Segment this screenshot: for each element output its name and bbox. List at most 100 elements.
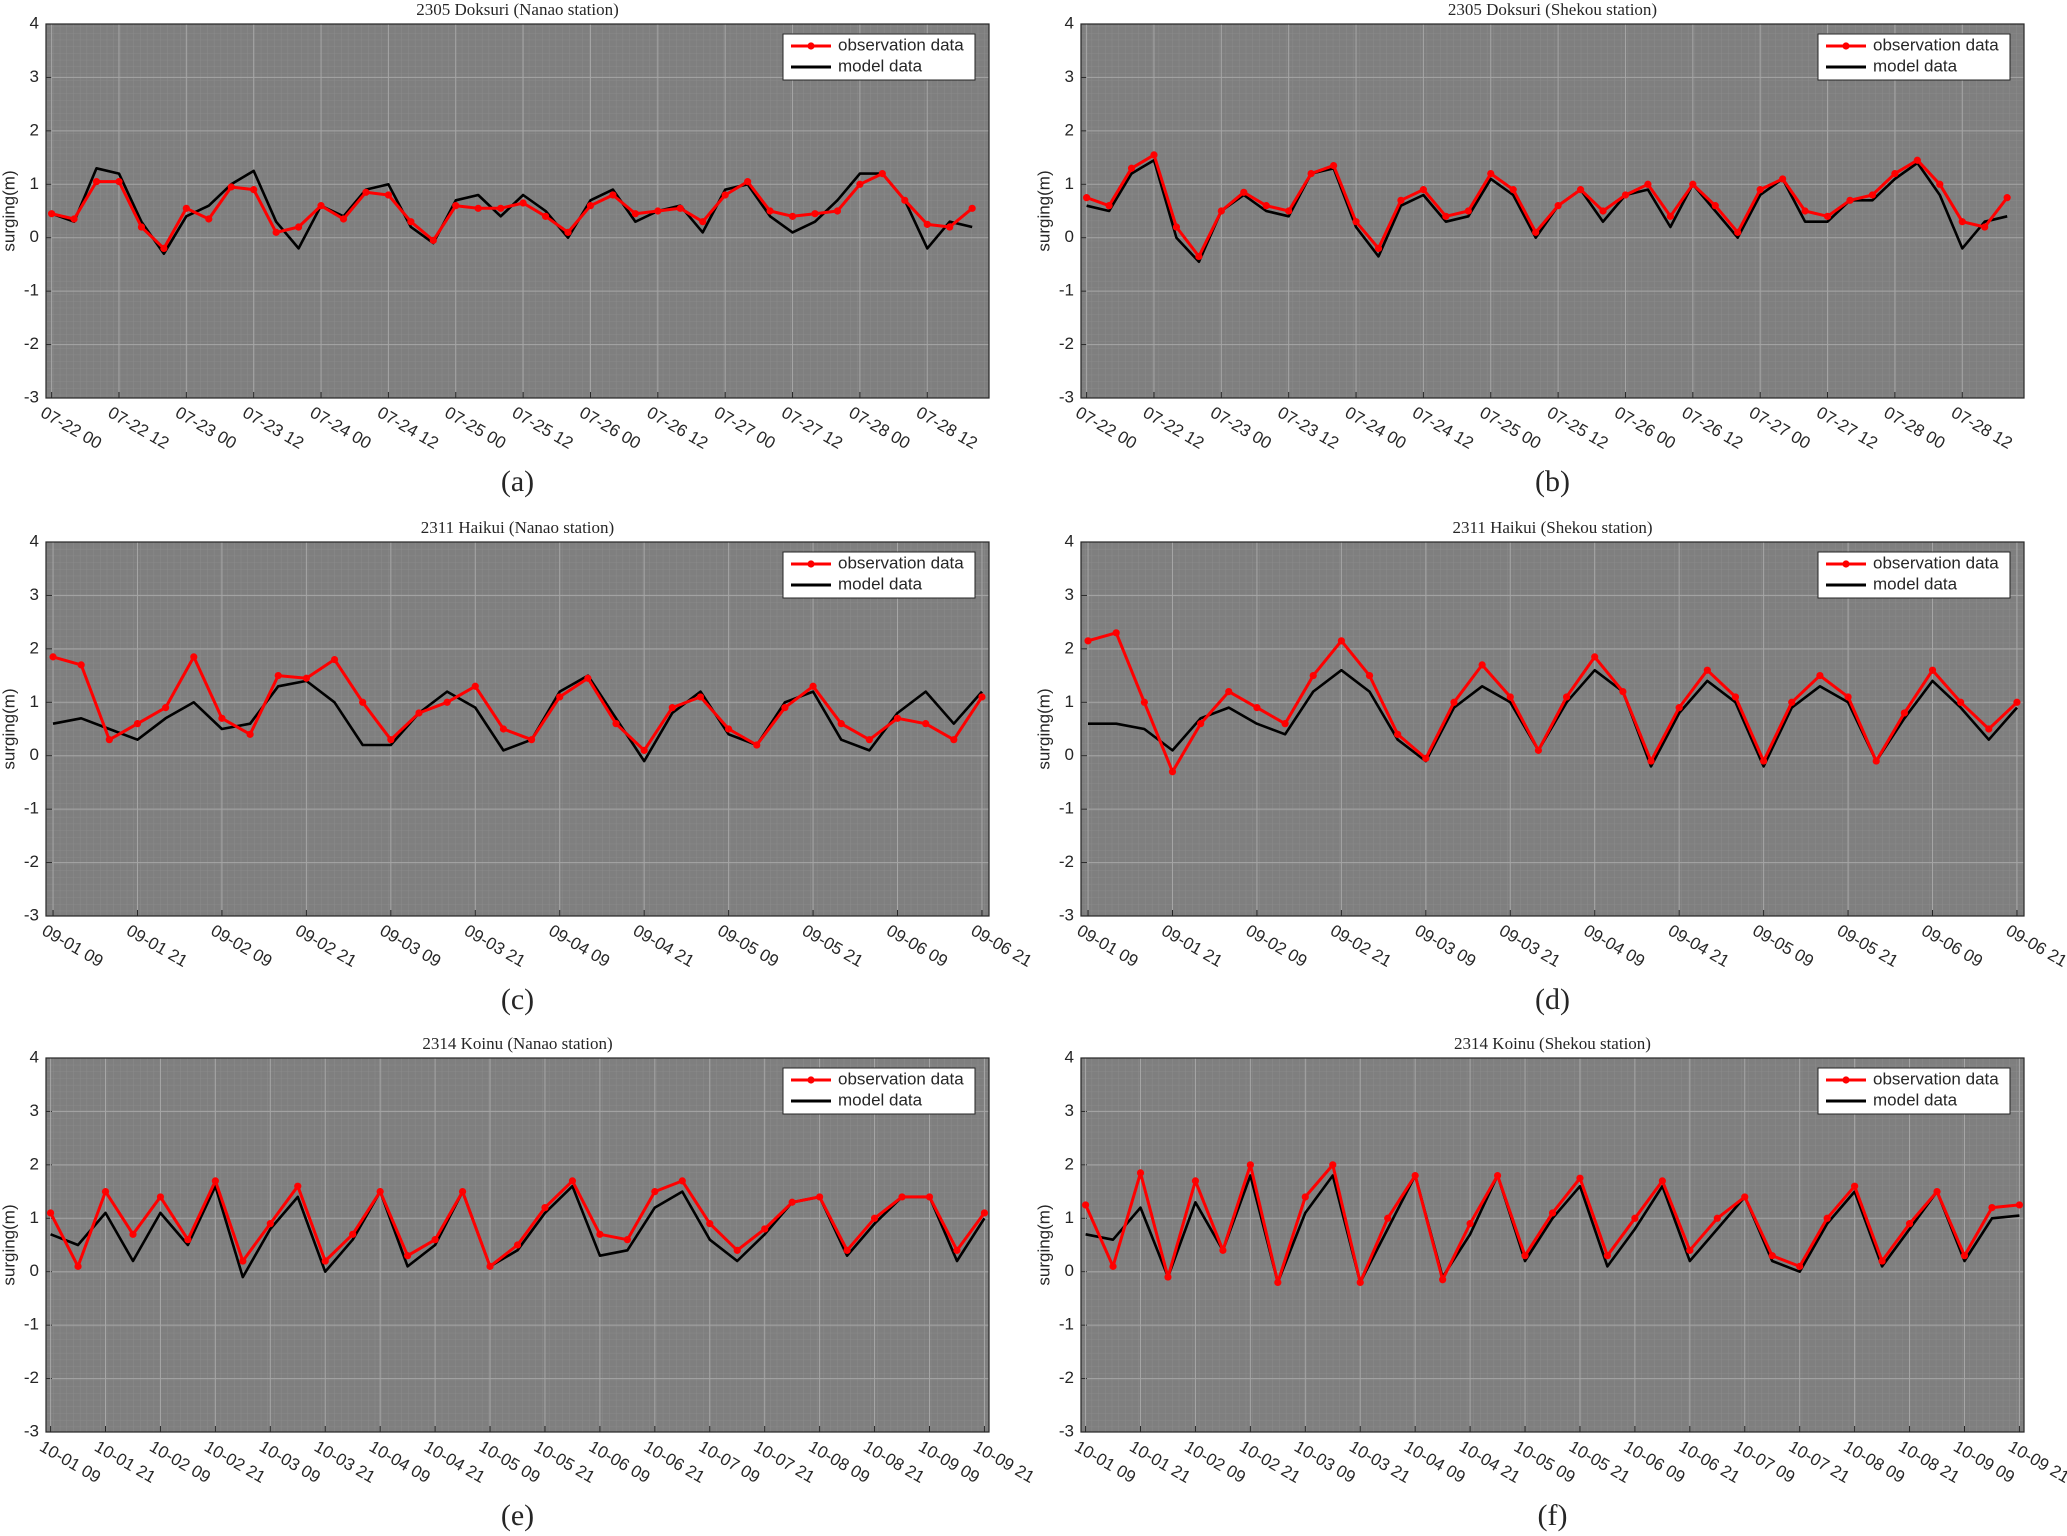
- data-point: [893, 714, 902, 722]
- caption: (c): [501, 983, 534, 1016]
- y-tick-label: -2: [1059, 852, 1074, 871]
- data-point: [1619, 688, 1627, 696]
- legend-label: model data: [838, 56, 923, 75]
- data-point: [519, 199, 527, 207]
- data-point: [1219, 1246, 1227, 1254]
- x-tick-label: 10-06 21: [641, 1437, 709, 1487]
- data-point: [978, 693, 986, 701]
- data-point: [1478, 661, 1486, 669]
- legend-marker: [1842, 1076, 1850, 1084]
- data-point: [246, 730, 254, 738]
- data-point: [788, 1198, 796, 1206]
- plot-frame: [45, 23, 990, 399]
- x-tick-label: 07-28 12: [913, 403, 981, 453]
- data-point: [182, 204, 190, 212]
- data-point: [761, 1225, 769, 1233]
- y-tick-label: 4: [1065, 1047, 1074, 1066]
- plot-frame: [1080, 23, 2025, 399]
- data-point: [1329, 1161, 1337, 1169]
- data-point: [1301, 1193, 1309, 1201]
- data-point: [1823, 1214, 1831, 1222]
- data-point: [1647, 757, 1655, 765]
- data-point: [404, 1252, 412, 1260]
- x-tick-label: 09-06 21: [968, 921, 1036, 971]
- x-tick-label: 07-25 12: [509, 403, 577, 453]
- x-tick-label: 09-02 09: [1243, 921, 1311, 971]
- y-tick-label: -1: [1059, 799, 1074, 818]
- x-tick-label: 09-05 09: [714, 921, 782, 971]
- data-point: [49, 653, 57, 661]
- y-tick-label: -3: [24, 1421, 39, 1440]
- x-tick-label: 10-01 09: [36, 1437, 104, 1487]
- data-point: [609, 191, 617, 199]
- y-tick-label: 1: [1065, 692, 1074, 711]
- x-tick-label: 07-26 12: [1679, 403, 1747, 453]
- x-tick-label: 07-23 00: [172, 403, 240, 453]
- data-point: [376, 1187, 384, 1196]
- y-tick-label: 2: [30, 120, 39, 139]
- data-point: [92, 178, 101, 186]
- y-tick-label: -3: [24, 905, 39, 924]
- series-line: [52, 674, 983, 763]
- legend-box: [1817, 1067, 2011, 1115]
- data-point: [1164, 1273, 1172, 1281]
- data-point: [568, 1177, 577, 1185]
- plot-frame: [45, 1057, 990, 1433]
- data-point: [266, 1220, 274, 1228]
- plot-frame: [1080, 541, 2025, 917]
- data-point: [317, 202, 325, 210]
- data-point: [1439, 1276, 1447, 1284]
- y-tick-label: 4: [1065, 13, 1074, 32]
- data-point: [809, 682, 817, 690]
- x-tick-label: 09-01 21: [1158, 921, 1226, 971]
- legend-box: [782, 551, 976, 599]
- data-point: [922, 720, 930, 728]
- y-tick-label: 3: [1065, 67, 1074, 86]
- x-tick-label: 09-05 09: [1749, 921, 1817, 971]
- data-point: [1506, 693, 1514, 701]
- x-tick-label: 07-24 12: [1409, 403, 1477, 453]
- y-tick-label: 0: [1065, 227, 1074, 246]
- legend-label: observation data: [838, 35, 964, 54]
- data-point: [1985, 725, 1993, 733]
- data-point: [1658, 1177, 1666, 1185]
- y-tick-label: 0: [30, 1261, 39, 1280]
- data-point: [1603, 1252, 1612, 1260]
- legend-marker: [1842, 42, 1850, 50]
- data-point: [162, 704, 170, 712]
- chart-title: 2305 Doksuri (Nanao station): [416, 0, 619, 19]
- x-tick-label: 07-23 12: [239, 403, 307, 453]
- plot-frame: [1080, 1057, 2025, 1433]
- data-point: [1217, 207, 1225, 215]
- data-point: [1352, 218, 1360, 226]
- legend-marker: [807, 1076, 815, 1084]
- y-axis-label: surging(m): [1034, 1204, 1053, 1285]
- x-tick-label: 10-01 21: [91, 1437, 159, 1487]
- data-point: [1419, 186, 1427, 194]
- y-tick-label: -1: [24, 799, 39, 818]
- data-point: [651, 1187, 659, 1196]
- legend-label: model data: [838, 1090, 923, 1109]
- data-point: [250, 186, 258, 194]
- data-point: [946, 223, 954, 231]
- x-tick-label: 07-26 00: [576, 403, 644, 453]
- data-point: [274, 671, 282, 680]
- x-tick-label: 07-22 12: [105, 403, 173, 453]
- data-point: [497, 204, 505, 212]
- data-point: [556, 693, 564, 701]
- data-point: [696, 693, 705, 701]
- data-point: [339, 215, 348, 223]
- data-point: [1905, 1220, 1914, 1228]
- data-point: [1816, 671, 1824, 680]
- data-point: [1466, 1220, 1474, 1228]
- x-tick-label: 10-07 09: [696, 1437, 764, 1487]
- x-tick-label: 09-03 09: [1412, 921, 1480, 971]
- data-point: [1337, 637, 1345, 645]
- data-point: [654, 207, 662, 215]
- x-tick-label: 07-25 00: [1477, 403, 1545, 453]
- y-tick-label: -2: [24, 1368, 39, 1387]
- data-point: [1112, 629, 1120, 637]
- data-point: [923, 220, 931, 228]
- plot-background: [1081, 1058, 2024, 1432]
- legend: observation data model data: [1817, 551, 2011, 599]
